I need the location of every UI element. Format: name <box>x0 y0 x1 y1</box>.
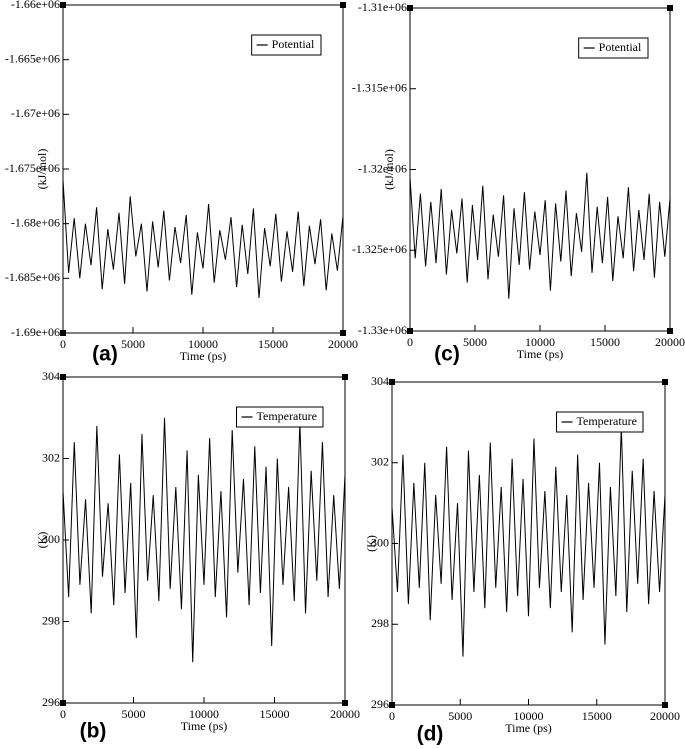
y-axis-label: (kJ/mol) <box>35 149 49 190</box>
x-tick-label: 20000 <box>655 335 685 349</box>
data-line <box>391 426 666 657</box>
y-tick-label: 302 <box>371 455 389 469</box>
y-tick-label: -1.665e+06 <box>5 51 60 65</box>
legend-label: Potential <box>272 37 315 51</box>
x-tick-label: 5000 <box>122 707 146 721</box>
corner-marker <box>662 379 668 385</box>
panel: 0 5000 10000 15000 20000 -1.33e+06 -1.325e+06 -… <box>352 0 685 366</box>
x-tick-label: 0 <box>389 709 395 723</box>
x-tick-label: 5000 <box>448 709 472 723</box>
x-axis-label: Time (ps) <box>180 349 227 363</box>
y-tick-label: -1.69e+06 <box>11 325 60 339</box>
y-tick-label: -1.33e+06 <box>358 323 407 337</box>
data-line <box>62 417 346 663</box>
panel-label: (b) <box>80 720 107 743</box>
y-tick-label: 296 <box>371 697 389 711</box>
y-tick-label: 298 <box>371 616 389 630</box>
y-tick-label: 304 <box>42 369 60 383</box>
x-tick-label: 15000 <box>260 707 290 721</box>
legend-label: Temperature <box>257 409 317 423</box>
x-axis-label: Time (ps) <box>505 721 552 735</box>
y-axis-label: (kJ/mol) <box>382 149 396 190</box>
legend-box <box>236 406 324 428</box>
y-tick-label: -1.31e+06 <box>358 0 407 14</box>
y-tick-label: -1.315e+06 <box>352 81 407 95</box>
x-tick-label: 0 <box>407 335 413 349</box>
x-tick-label: 0 <box>60 707 66 721</box>
legend-box <box>251 34 322 56</box>
y-tick-label: -1.66e+06 <box>11 0 60 11</box>
x-tick-label: 10000 <box>188 337 218 351</box>
y-tick-label: 296 <box>42 695 60 709</box>
legend-label: Temperature <box>577 414 637 428</box>
x-tick-label: 15000 <box>258 337 288 351</box>
legend-box <box>578 37 649 59</box>
y-tick-label: 304 <box>371 374 389 388</box>
panel: 0 5000 10000 15000 20000 -1.69e+06 -1.685e+06 -… <box>5 0 358 366</box>
y-tick-label: -1.32e+06 <box>358 161 407 175</box>
panel: 0 5000 10000 15000 20000 296 298 300 302 304 Time … <box>364 374 680 746</box>
y-axis-label: (K) <box>364 535 378 552</box>
y-axis-label: (K) <box>35 532 49 549</box>
corner-marker <box>342 374 348 380</box>
panel-label: (c) <box>434 343 460 366</box>
x-tick-label: 20000 <box>330 707 360 721</box>
y-tick-label: 300 <box>42 532 60 546</box>
y-tick-label: -1.67e+06 <box>11 106 60 120</box>
x-tick-label: 0 <box>60 337 66 351</box>
panel: 0 5000 10000 15000 20000 296 298 300 302 304 Time … <box>35 369 360 743</box>
y-tick-label: -1.685e+06 <box>5 270 60 284</box>
y-tick-label: 300 <box>371 535 389 549</box>
panel-label: (d) <box>417 723 444 746</box>
y-tick-label: -1.68e+06 <box>11 215 60 229</box>
x-tick-label: 5000 <box>121 337 145 351</box>
x-tick-label: 5000 <box>463 335 487 349</box>
panel-label: (a) <box>92 343 118 366</box>
x-tick-label: 20000 <box>328 337 358 351</box>
y-tick-label: 302 <box>42 450 60 464</box>
y-tick-label: -1.325e+06 <box>352 242 407 256</box>
x-tick-label: 10000 <box>189 707 219 721</box>
x-tick-label: 15000 <box>590 335 620 349</box>
x-tick-label: 20000 <box>650 709 680 723</box>
x-tick-label: 10000 <box>525 335 555 349</box>
x-tick-label: 10000 <box>514 709 544 723</box>
legend-label: Potential <box>599 40 642 54</box>
legend-box <box>556 411 644 433</box>
x-tick-label: 15000 <box>582 709 612 723</box>
corner-marker <box>667 5 673 11</box>
x-axis-label: Time (ps) <box>517 347 564 361</box>
data-line <box>409 172 671 299</box>
corner-marker <box>340 2 346 8</box>
y-tick-label: -1.675e+06 <box>5 161 60 175</box>
x-axis-label: Time (ps) <box>181 719 228 733</box>
data-line <box>62 179 344 299</box>
y-tick-label: 298 <box>42 613 60 627</box>
